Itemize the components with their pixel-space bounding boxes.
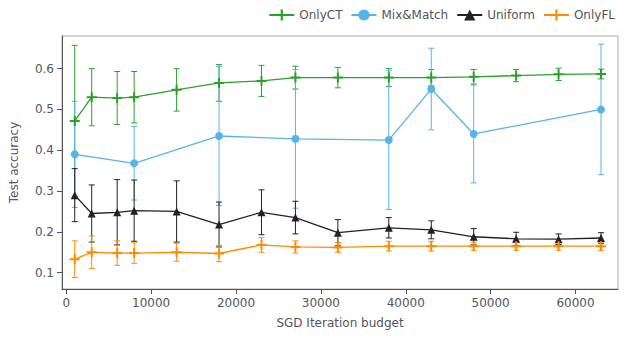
svg-text:0.2: 0.2 [35, 225, 54, 239]
svg-text:20000: 20000 [217, 296, 255, 310]
svg-text:60000: 60000 [556, 296, 594, 310]
svg-text:0.6: 0.6 [35, 62, 54, 76]
svg-text:0.4: 0.4 [35, 143, 54, 157]
svg-text:OnlyFL: OnlyFL [574, 8, 615, 22]
svg-text:0.1: 0.1 [35, 266, 54, 280]
svg-text:Test accuracy: Test accuracy [7, 122, 21, 205]
svg-text:SGD Iteration budget: SGD Iteration budget [276, 316, 404, 330]
svg-text:50000: 50000 [472, 296, 510, 310]
svg-text:OnlyCT: OnlyCT [299, 8, 343, 22]
svg-text:40000: 40000 [387, 296, 425, 310]
svg-text:10000: 10000 [132, 296, 170, 310]
svg-text:0.5: 0.5 [35, 102, 54, 116]
svg-text:Mix&Match: Mix&Match [381, 8, 448, 22]
svg-text:Uniform: Uniform [487, 8, 535, 22]
svg-text:0.3: 0.3 [35, 184, 54, 198]
svg-text:0: 0 [62, 296, 70, 310]
svg-text:30000: 30000 [302, 296, 340, 310]
